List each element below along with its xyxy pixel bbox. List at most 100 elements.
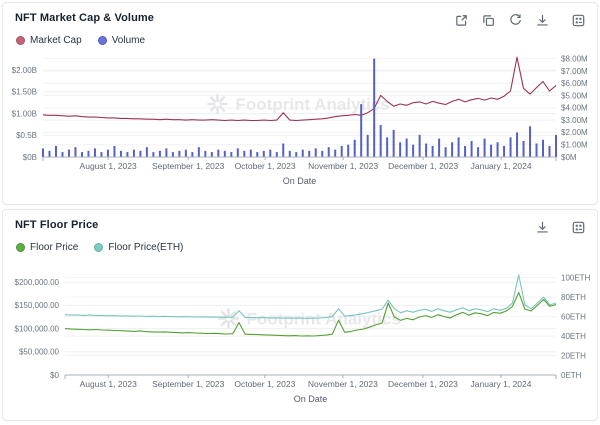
legend-label: Floor Price(ETH) bbox=[108, 241, 184, 253]
x-axis: August 1, 2023 September 1, 2023 October 1… bbox=[64, 374, 557, 404]
bar bbox=[412, 144, 415, 157]
legend-dot bbox=[16, 242, 25, 252]
bar bbox=[548, 145, 551, 157]
bar bbox=[295, 152, 298, 157]
bar bbox=[496, 142, 499, 157]
bar bbox=[503, 145, 506, 157]
x-axis-tick-label: August 1, 2023 bbox=[80, 161, 137, 171]
x-axis-tick-label: December 1, 2023 bbox=[388, 161, 458, 171]
bar bbox=[347, 144, 350, 157]
left-axis-tick-label: $0.5B bbox=[16, 131, 37, 140]
right-axis-tick-label: $2.00M bbox=[561, 128, 588, 137]
download-icon[interactable] bbox=[535, 13, 549, 27]
bar bbox=[204, 150, 207, 157]
x-axis: August 1, 2023 September 1, 2023 October 1… bbox=[42, 156, 557, 186]
legend-floor-price-eth-[interactable]: Floor Price(ETH) bbox=[94, 242, 183, 253]
x-axis-tick-label: October 1, 2023 bbox=[234, 379, 295, 389]
bar bbox=[230, 152, 233, 157]
bar bbox=[80, 152, 83, 157]
market-cap-volume-chart[interactable]: Footprint Analytics August 1, 2023 Septemb… bbox=[3, 47, 599, 192]
legend-floor-price[interactable]: Floor Price bbox=[16, 242, 78, 253]
bar bbox=[340, 145, 343, 157]
chart-title-market-cap-volume: NFT Market Cap & Volume bbox=[15, 12, 155, 24]
bar bbox=[275, 152, 278, 157]
bar bbox=[301, 149, 304, 157]
bar bbox=[93, 148, 96, 157]
right-axis-tick-label: 100ETH bbox=[561, 273, 591, 282]
bar bbox=[327, 147, 330, 157]
bar bbox=[431, 145, 434, 157]
series-volume bbox=[42, 58, 557, 157]
legend-volume[interactable]: Volume bbox=[97, 34, 146, 46]
chart-title-floor-price: NFT Floor Price bbox=[15, 219, 99, 231]
bar bbox=[256, 152, 259, 157]
download-icon[interactable] bbox=[535, 220, 549, 234]
bar bbox=[210, 152, 213, 157]
api-qr-icon[interactable] bbox=[571, 13, 585, 27]
bar bbox=[399, 142, 402, 157]
right-axis-tick-label: $5.00M bbox=[561, 91, 588, 100]
x-axis-tick-label: August 1, 2023 bbox=[80, 379, 137, 389]
bar bbox=[321, 150, 324, 157]
bar bbox=[314, 148, 317, 157]
copy-icon[interactable] bbox=[481, 13, 495, 27]
series-floor-price-eth- bbox=[64, 274, 557, 319]
floor-price-card: NFT Floor Price Floor Price Floor Price(E… bbox=[2, 209, 598, 421]
api-qr-icon[interactable] bbox=[571, 220, 585, 234]
bar bbox=[42, 148, 44, 157]
bar bbox=[67, 149, 70, 157]
bar bbox=[334, 149, 337, 157]
bar bbox=[542, 139, 545, 157]
bar bbox=[451, 142, 454, 157]
left-axis-tick-label: $2.00B bbox=[12, 66, 37, 75]
bar bbox=[269, 149, 272, 157]
bar bbox=[74, 147, 77, 157]
chart-legend: Market Cap Volume bbox=[3, 27, 597, 46]
floor-price-chart[interactable]: Footprint Analytics August 1, 2023 Septemb… bbox=[3, 254, 599, 414]
bar bbox=[262, 150, 265, 157]
market-cap-volume-card: NFT Market Cap & Volume Market C bbox=[2, 2, 598, 205]
x-axis-tick-label: September 1, 2023 bbox=[152, 379, 225, 389]
bar bbox=[392, 129, 395, 157]
bar bbox=[113, 145, 116, 157]
left-axis-tick-label: $150,000.00 bbox=[15, 301, 60, 310]
legend-dot bbox=[94, 242, 104, 252]
left-axis-tick-label: $50,000.00 bbox=[19, 348, 60, 357]
right-axis-tick-label: $3.00M bbox=[561, 116, 588, 125]
bar bbox=[145, 147, 148, 157]
x-axis-tick-label: October 1, 2023 bbox=[235, 161, 296, 171]
bar bbox=[217, 149, 220, 157]
bar bbox=[106, 149, 109, 157]
legend-dot bbox=[97, 35, 107, 45]
refresh-icon[interactable] bbox=[508, 13, 522, 27]
chart-toolbar bbox=[454, 12, 585, 27]
bar bbox=[132, 149, 135, 157]
line bbox=[64, 291, 557, 337]
bar bbox=[61, 152, 64, 157]
x-axis-title: On Date bbox=[283, 176, 317, 186]
bar bbox=[288, 150, 291, 157]
bar bbox=[158, 150, 161, 157]
right-axis-tick-label: 0ETH bbox=[561, 371, 582, 380]
bar bbox=[191, 152, 194, 157]
left-axis-tick-label: $100,000.00 bbox=[15, 324, 60, 333]
bar bbox=[48, 150, 51, 157]
bar bbox=[516, 132, 519, 157]
left-axis-tick-label: $0B bbox=[23, 153, 37, 162]
bar bbox=[405, 138, 408, 157]
bar bbox=[152, 152, 155, 157]
left-axis-tick-label: $1.50B bbox=[12, 88, 37, 97]
right-axis-tick-label: $7.00M bbox=[561, 67, 588, 76]
share-icon[interactable] bbox=[454, 13, 468, 27]
legend-label: Volume bbox=[111, 34, 146, 46]
x-axis-tick-label: November 1, 2023 bbox=[308, 379, 378, 389]
legend-market-cap[interactable]: Market Cap bbox=[16, 35, 82, 46]
x-axis-tick-label: November 1, 2023 bbox=[308, 161, 378, 171]
bar bbox=[535, 143, 538, 157]
bar bbox=[386, 137, 389, 157]
bar bbox=[555, 134, 557, 157]
left-axis-tick-label: $200,000.00 bbox=[15, 278, 60, 287]
watermark-text: Footprint Analytics bbox=[247, 310, 401, 329]
bar bbox=[360, 104, 363, 157]
right-axis-tick-label: $6.00M bbox=[561, 79, 588, 88]
